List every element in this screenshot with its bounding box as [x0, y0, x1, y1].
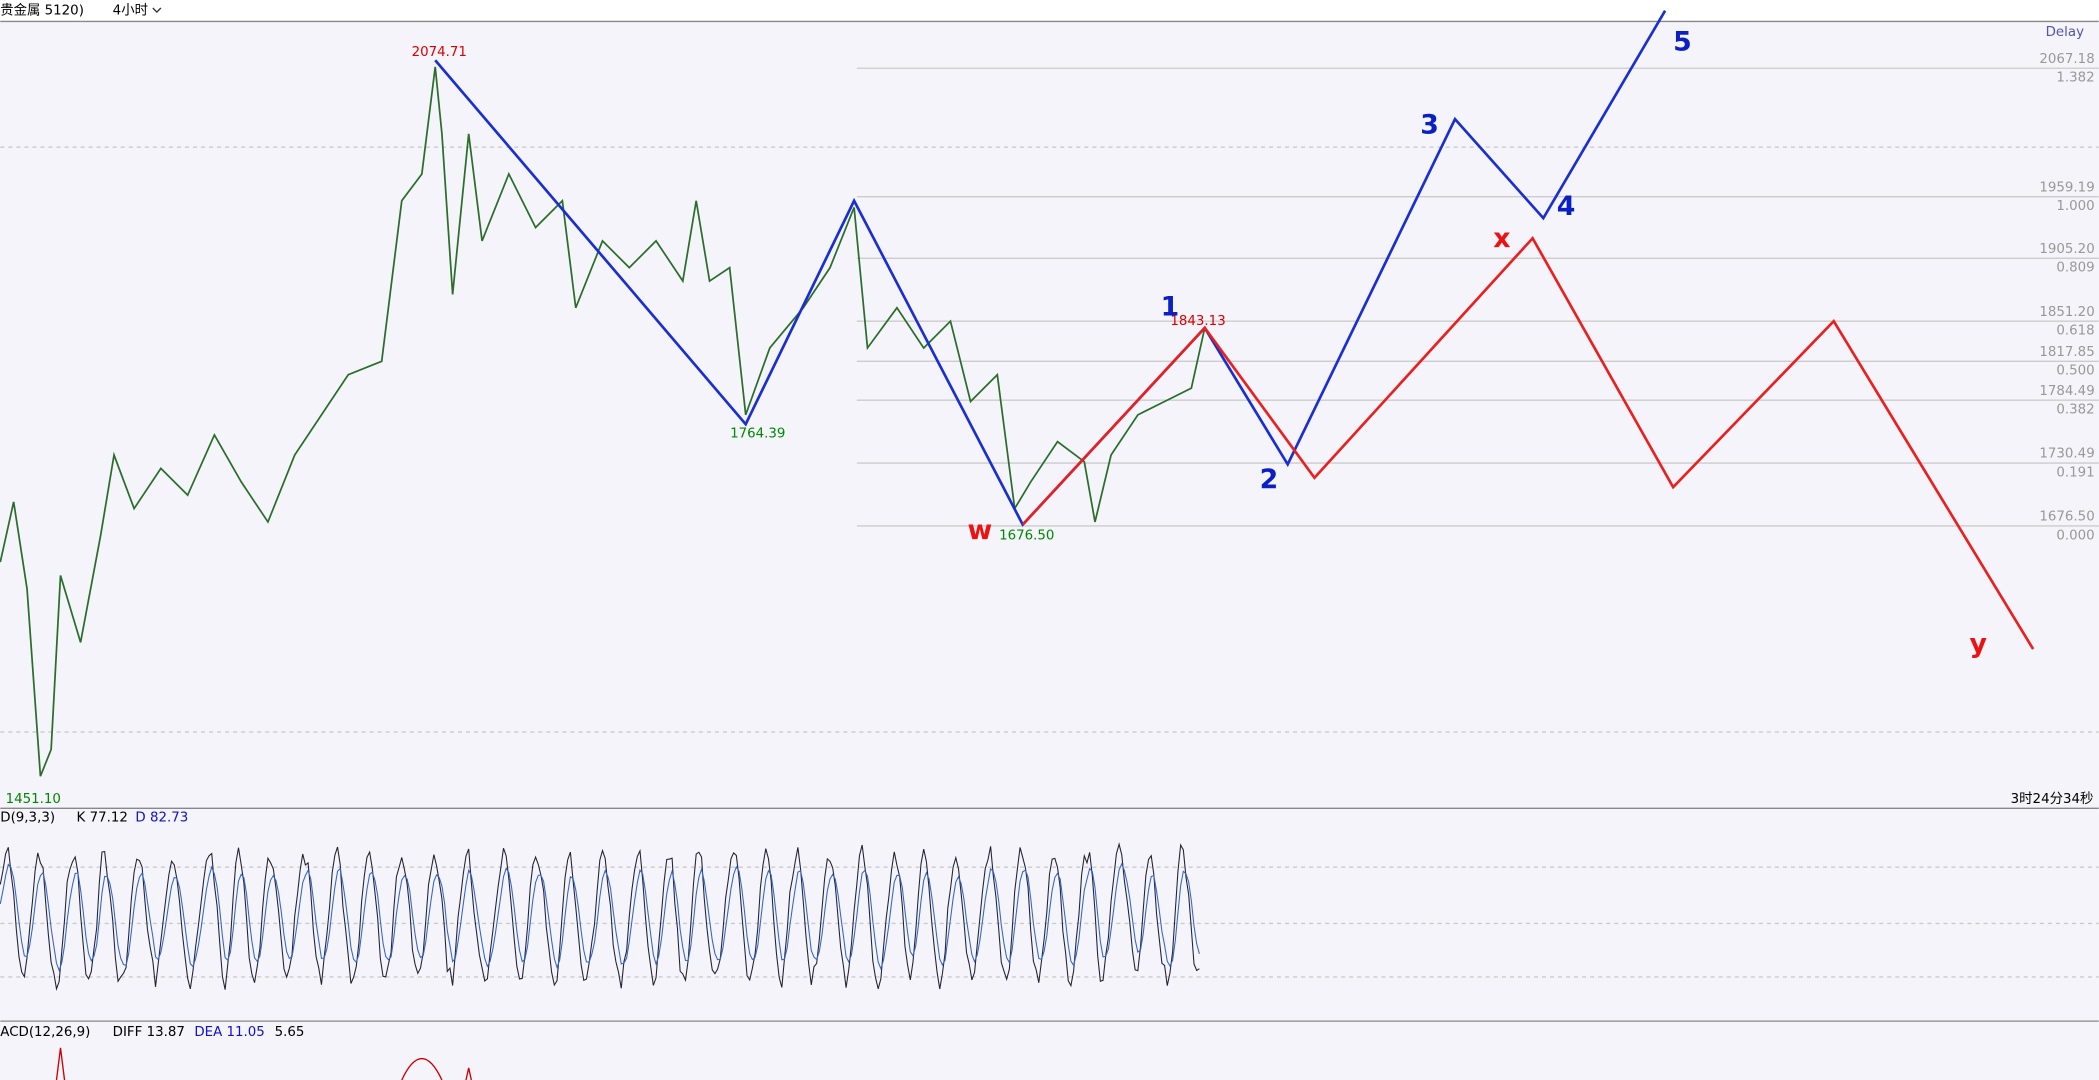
wave-label: w	[968, 515, 993, 546]
period[interactable]: 4小时	[113, 3, 148, 19]
axis-label: 0.191	[2056, 465, 2094, 480]
axis-label: 1851.20	[2039, 305, 2094, 320]
kdj-k: K 77.12	[77, 811, 128, 826]
axis-label: 0.500	[2056, 364, 2094, 379]
axis-label: 1905.20	[2039, 242, 2094, 257]
countdown: 3时24分34秒	[2011, 791, 2094, 807]
axis-label: 1817.85	[2039, 345, 2094, 360]
kdj-name: D(9,3,3)	[0, 811, 55, 826]
price-label: 1843.13	[1170, 314, 1225, 329]
axis-label: 2067.18	[2039, 52, 2094, 67]
symbol[interactable]: 贵金属 5120)	[0, 3, 84, 19]
macd-bars	[55, 1047, 473, 1080]
price-label: 1764.39	[730, 427, 785, 442]
price-trace	[0, 66, 1206, 777]
macd-diff: DIFF 13.87	[113, 1025, 185, 1040]
delay: Delay	[2046, 25, 2084, 40]
wave-label: 4	[1557, 191, 1576, 222]
axis-label: 1959.19	[2039, 180, 2094, 195]
wave-label: 5	[1673, 26, 1692, 57]
dropdown-arrow	[152, 7, 162, 13]
axis-label: 0.000	[2056, 528, 2094, 543]
kdj-d: D 82.73	[135, 811, 188, 826]
axis-label: 1.000	[2056, 199, 2094, 214]
macd-name: ACD(12,26,9)	[0, 1025, 90, 1040]
axis-label: 1730.49	[2039, 447, 2094, 462]
kdj-k-line	[0, 842, 1200, 991]
price-label: 2074.71	[412, 45, 467, 60]
axis-label: 1784.49	[2039, 384, 2094, 399]
kdj-d-line	[0, 862, 1200, 972]
macd-dea: DEA 11.05	[194, 1025, 264, 1040]
axis-labels: 2067.18 1.382 1959.19 1.000 1905.20 0.809 1851…	[2039, 52, 2094, 543]
wave-label: 2	[1260, 464, 1279, 495]
wave-label: y	[1970, 629, 1987, 660]
price-label: 1676.50	[999, 528, 1054, 543]
wave-label: x	[1493, 223, 1510, 254]
axis-label: 1.382	[2056, 71, 2094, 86]
axis-label: 1676.50	[2039, 510, 2094, 525]
toolbar	[0, 0, 2099, 22]
axis-label: 0.382	[2056, 403, 2094, 418]
macd-value: 5.65	[275, 1025, 305, 1040]
red-wave	[1021, 235, 2035, 650]
price-label: 1451.10	[6, 792, 61, 807]
axis-label: 0.809	[2056, 261, 2094, 276]
wave-label: 1	[1161, 291, 1180, 322]
fib-lines	[856, 67, 2099, 527]
wave-label: 3	[1420, 109, 1439, 140]
axis-label: 0.618	[2056, 324, 2094, 339]
